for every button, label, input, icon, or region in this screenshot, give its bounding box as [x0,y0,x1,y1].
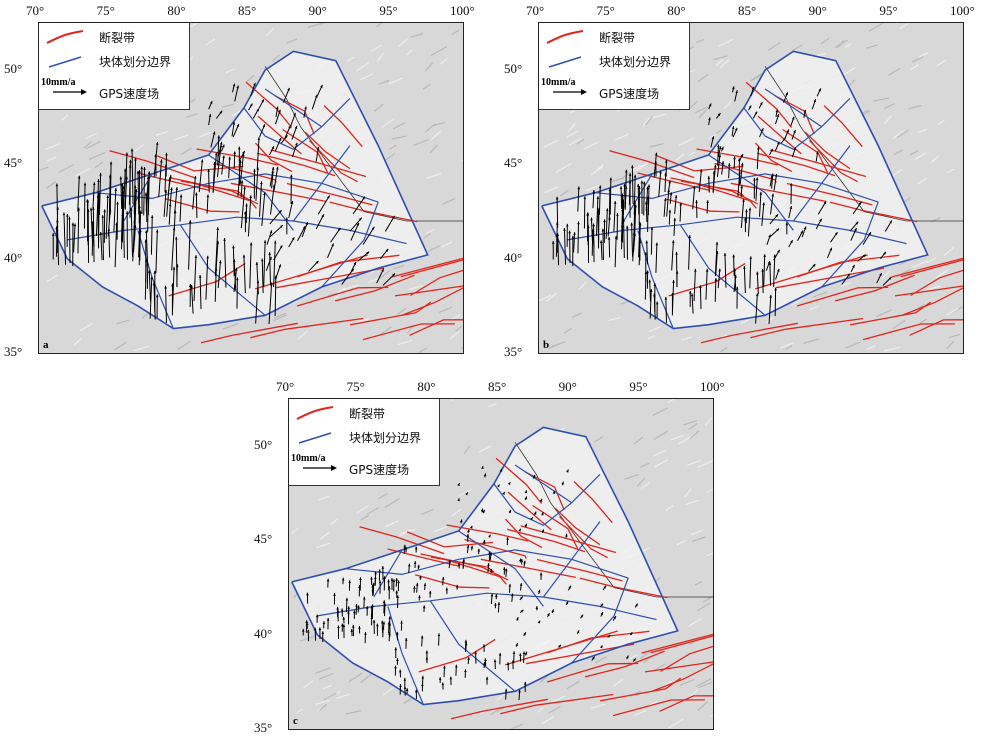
legend-block-label: 块体划分边界 [349,431,422,445]
lon-tick-label: 95° [379,3,398,18]
lat-tick-label: 40° [504,249,523,265]
lat-tick-label: 40° [4,249,23,265]
legend-fault-label: 断裂带 [349,407,386,421]
arrow-icon [303,465,337,471]
lat-tick-label: 35° [504,344,523,359]
lat-tick-label: 50° [4,61,23,77]
legend: 断裂带 块体划分边界 10mm/a GPS速度场 [39,23,190,110]
block-line-icon [298,432,332,444]
lat-tick-label: 35° [4,344,23,359]
lon-tick-label: 95° [879,3,898,18]
legend: 断裂带 块体划分边界 10mm/a GPS速度场 [289,399,440,486]
lat-tick-label: 50° [504,61,523,77]
block-line-icon [48,56,82,68]
legend-gps-label: GPS速度场 [599,87,660,101]
map-frame: 断裂带 块体划分边界 10mm/a GPS速度场 a [38,22,464,354]
lon-tick-label: 90° [308,3,327,18]
lon-tick-label: 90° [808,3,827,18]
fault-line-icon [546,30,584,44]
lon-tick-label: 75° [96,3,115,18]
lat-tick-label: 50° [254,437,273,453]
panel-label: c [293,715,298,727]
lon-tick-label: 80° [667,3,686,18]
legend-scale-label: 10mm/a [541,77,576,88]
lon-tick-label: 100° [950,3,975,18]
panel-label: a [43,339,49,351]
lon-tick-label: 85° [738,3,757,18]
lon-tick-label: 70° [26,3,45,18]
lat-tick-label: 45° [4,155,23,171]
legend-gps-label: GPS速度场 [99,87,160,101]
map-frame: 断裂带 块体划分边界 10mm/a GPS速度场 c [288,398,714,730]
lat-tick-label: 40° [254,625,273,641]
map-svg [539,23,963,353]
legend-scale-label: 10mm/a [41,77,76,88]
map-svg [39,23,463,353]
fault-line-icon [296,406,334,420]
legend-block-label: 块体划分边界 [99,55,172,69]
lon-tick-label: 85° [488,379,507,394]
lat-tick-label: 35° [254,720,273,735]
lon-tick-label: 100° [700,379,725,394]
panel-label: b [543,339,550,351]
lon-tick-label: 80° [417,379,436,394]
lon-tick-label: 70° [276,379,295,394]
legend-fault-label: 断裂带 [599,31,636,45]
lon-tick-label: 75° [596,3,615,18]
arrow-icon [53,89,87,95]
lon-tick-label: 100° [450,3,475,18]
arrow-icon [553,89,587,95]
legend: 断裂带 块体划分边界 10mm/a GPS速度场 [539,23,690,110]
lat-tick-label: 45° [254,531,273,547]
legend-block-label: 块体划分边界 [599,55,672,69]
legend-gps-label: GPS速度场 [349,463,410,477]
fault-line-icon [46,30,84,44]
legend-scale-label: 10mm/a [291,453,326,464]
block-line-icon [548,56,582,68]
lat-tick-label: 45° [504,155,523,171]
legend-fault-label: 断裂带 [99,31,136,45]
lon-tick-label: 85° [238,3,257,18]
lon-tick-label: 70° [526,3,545,18]
lon-tick-label: 90° [558,379,577,394]
lon-tick-label: 80° [167,3,186,18]
lon-tick-label: 75° [346,379,365,394]
map-frame: 断裂带 块体划分边界 10mm/a GPS速度场 b [538,22,964,354]
lon-tick-label: 95° [629,379,648,394]
